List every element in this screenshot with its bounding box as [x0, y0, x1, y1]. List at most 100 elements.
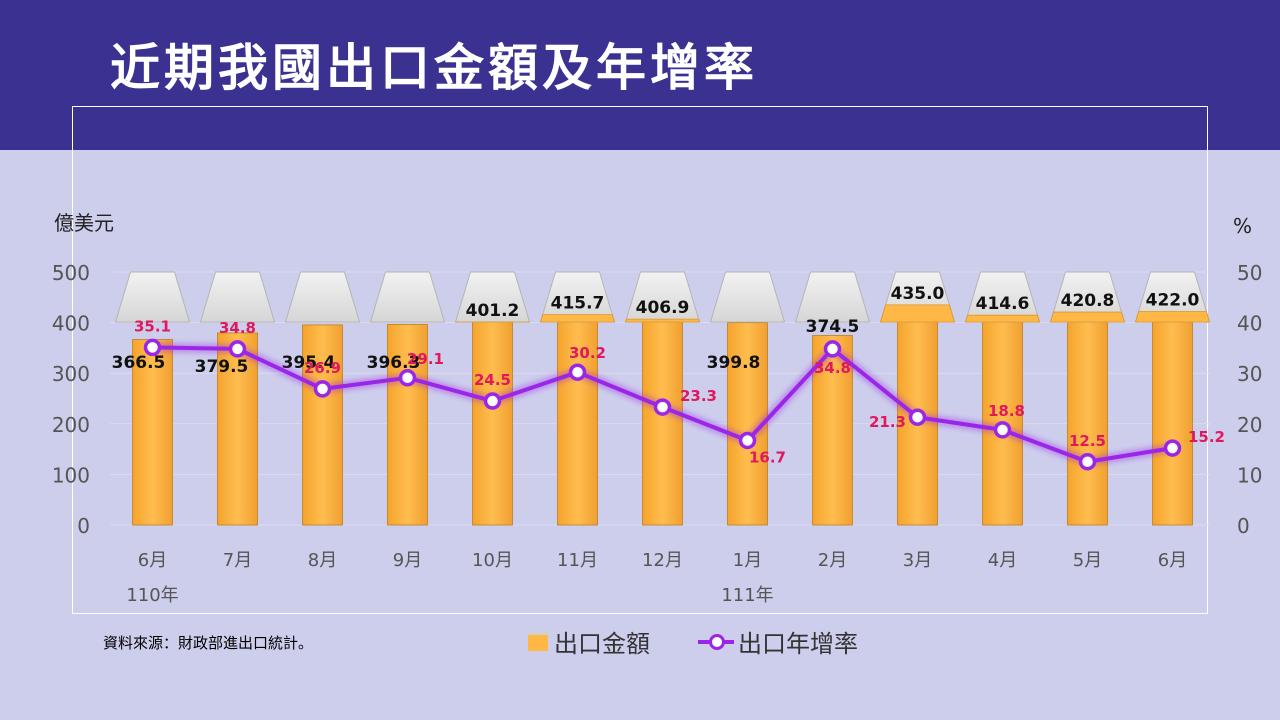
x-tick-label: 4月 [988, 550, 1017, 571]
x-tick-label: 2月 [818, 550, 847, 571]
line-value-label: 12.5 [1069, 432, 1106, 450]
right-tick-label: 40 [1237, 312, 1262, 336]
right-tick-label: 50 [1237, 261, 1262, 285]
bar-value-label: 415.7 [551, 294, 605, 314]
x-tick-label: 6月 [1158, 550, 1187, 571]
bar-cap [794, 271, 871, 323]
right-tick-label: 20 [1237, 413, 1262, 437]
bar-value-label: 414.6 [976, 294, 1030, 314]
bar-cap [709, 271, 786, 323]
bar [642, 318, 683, 526]
bar-value-label: 420.8 [1061, 291, 1115, 311]
chart-legend: 出口金額 出口年增率 [528, 624, 906, 658]
line-value-label: 18.8 [988, 402, 1025, 420]
bar [217, 332, 258, 526]
bar-cap-fill [624, 318, 701, 323]
bar [982, 314, 1023, 526]
line-marker [908, 408, 927, 426]
bar-cap [199, 271, 276, 323]
bar-value-label: 379.5 [195, 357, 249, 377]
line-value-label: 29.1 [407, 350, 444, 368]
bar-cap-fill [964, 314, 1041, 323]
bar-value-label: 401.2 [466, 301, 520, 321]
page-title: 近期我國出口金額及年增率 [110, 39, 758, 97]
bar [387, 324, 428, 526]
x-tick-label: 9月 [393, 550, 422, 571]
bar [727, 322, 768, 526]
bar-value-label: 422.0 [1146, 290, 1200, 310]
x-tick-label: 10月 [472, 550, 513, 571]
left-axis-unit: 億美元 [54, 211, 114, 235]
line-value-label: 24.5 [474, 371, 511, 389]
bar-cap-fill [539, 314, 616, 323]
bar-cap [369, 271, 446, 323]
bar-cap-fill [1049, 311, 1126, 323]
year-label: 110年 [126, 585, 178, 606]
legend-line-label: 出口年增率 [738, 629, 858, 658]
line-value-label: 34.8 [219, 319, 256, 337]
legend-item-line: 出口年增率 [698, 624, 858, 659]
x-tick-label: 1月 [733, 550, 762, 571]
line-value-label: 35.1 [134, 317, 171, 335]
x-tick-label: 11月 [557, 550, 598, 571]
line-value-label: 30.2 [569, 344, 606, 362]
legend-line-swatch [698, 632, 734, 650]
bar-value-label: 435.0 [891, 284, 945, 304]
bar-value-label: 366.5 [112, 353, 166, 373]
line-value-label: 15.2 [1188, 428, 1225, 446]
left-tick-label: 300 [52, 362, 90, 386]
line-marker [483, 392, 502, 410]
bar [1152, 311, 1193, 526]
line-value-label: 34.8 [814, 359, 851, 377]
line-marker [738, 431, 757, 450]
left-tick-label: 0 [77, 514, 90, 538]
line-value-label: 23.3 [680, 387, 717, 405]
bar-cap [284, 271, 361, 323]
line-marker [228, 340, 247, 358]
legend-bar-label: 出口金額 [554, 629, 650, 658]
x-tick-label: 7月 [223, 550, 252, 571]
line-value-label: 21.3 [869, 413, 906, 431]
right-tick-label: 0 [1237, 514, 1250, 538]
line-marker [398, 369, 417, 387]
legend-item-bar: 出口金額 [528, 624, 650, 659]
bar [302, 324, 343, 526]
left-tick-label: 400 [52, 312, 90, 336]
line-marker [313, 380, 332, 398]
bar [132, 339, 173, 526]
line-value-label: 16.7 [749, 448, 786, 466]
bar [557, 314, 598, 526]
source-note: 資料來源：財政部進出口統計。 [103, 634, 314, 652]
bar-value-label: 399.8 [707, 353, 761, 373]
right-tick-label: 30 [1237, 362, 1262, 386]
chart-frame [72, 106, 1208, 614]
line-value-label: 26.9 [304, 359, 341, 377]
bar-value-label: 374.5 [806, 317, 860, 337]
right-axis-unit: % [1233, 214, 1252, 238]
left-tick-label: 100 [52, 463, 90, 487]
line-marker [653, 398, 672, 416]
x-tick-label: 8月 [308, 550, 337, 571]
line-marker [568, 363, 587, 381]
legend-bar-swatch [528, 631, 548, 651]
bar [472, 321, 513, 526]
line-marker [143, 338, 162, 357]
line-marker [1078, 453, 1097, 471]
x-tick-label: 5月 [1073, 550, 1102, 571]
bar-value-label: 406.9 [636, 298, 690, 318]
left-tick-label: 500 [52, 261, 90, 285]
bar [1067, 311, 1108, 526]
line-marker [1163, 439, 1182, 457]
line-marker [993, 421, 1012, 439]
line-marker [823, 340, 842, 358]
header-banner: 近期我國出口金額及年增率 [0, 0, 1280, 150]
bar-value-label: 396.3 [367, 353, 421, 373]
x-tick-label: 3月 [903, 550, 932, 571]
bar-cap-fill [879, 304, 956, 323]
right-tick-label: 10 [1237, 463, 1262, 487]
x-tick-label: 6月 [138, 550, 167, 571]
x-tick-label: 12月 [642, 550, 683, 571]
bar-cap-fill [1134, 311, 1211, 323]
bar-cap [114, 271, 191, 323]
